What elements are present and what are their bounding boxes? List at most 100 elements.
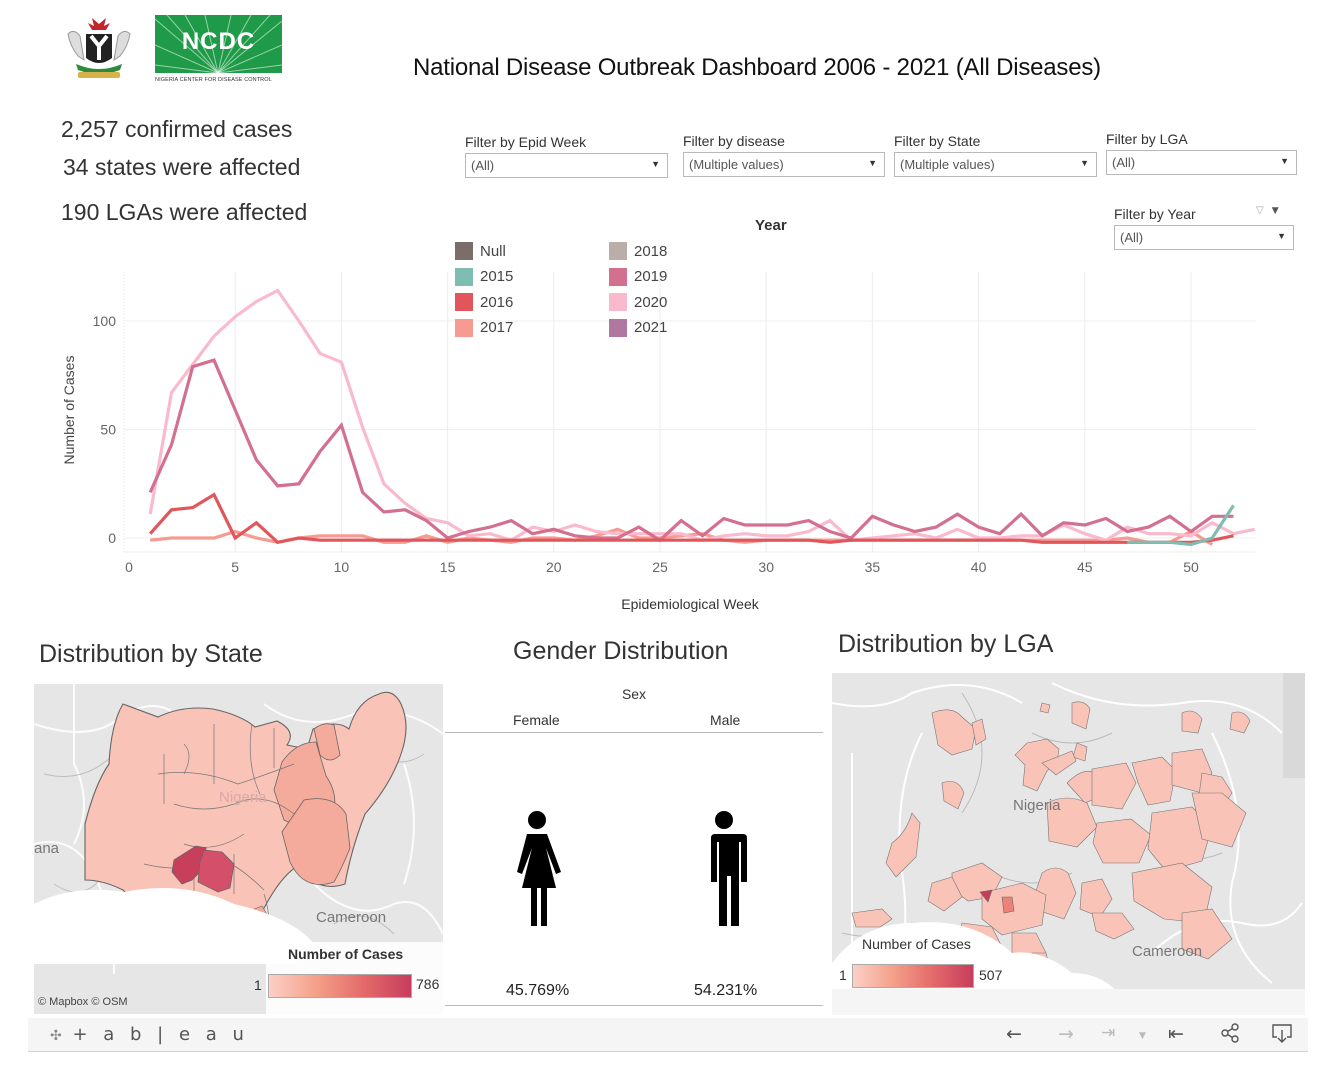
state-legend-max: 786 (416, 976, 440, 992)
revert-button[interactable]: ⇥ (1101, 1023, 1116, 1043)
state-legend-title: Number of Cases (288, 946, 404, 962)
map-attribution: © Mapbox © OSM (38, 996, 128, 1008)
male-percentage: 54.231% (694, 982, 758, 999)
caret-down-icon: ▼ (1277, 231, 1286, 241)
kpi-lgas-affected: 190 LGAs were affected (61, 199, 308, 225)
filter-epid-week-dropdown[interactable]: (All) ▼ (465, 153, 668, 178)
x-tick-label: 45 (1077, 559, 1093, 575)
filter-lga-dropdown[interactable]: (All) ▼ (1106, 150, 1297, 175)
share-button[interactable] (1220, 1023, 1240, 1048)
legend-label: Null (480, 242, 506, 260)
legend-item-2015[interactable]: 2015 (455, 267, 513, 286)
filter-year-controls: ▽ ▼ (1256, 205, 1279, 216)
funnel-icon[interactable]: ▽ (1256, 205, 1264, 216)
ncdc-logo: NCDC NIGERIA CENTER FOR DISEASE CONTROL (155, 15, 282, 85)
state-legend-min: 1 (254, 977, 262, 993)
tableau-logo-text: + a b | e a u (72, 1024, 249, 1045)
state-choropleth-map[interactable]: Nigeria Cameroon ana Number of Cases 1 7… (34, 684, 443, 1014)
legend-item-2016[interactable]: 2016 (455, 293, 513, 311)
series-line-2015[interactable] (1127, 504, 1235, 547)
filter-state: Filter by State (Multiple values) ▼ (894, 133, 1097, 177)
y-tick-label: 100 (93, 313, 117, 329)
male-column-header: Male (710, 712, 741, 728)
filter-disease-label: Filter by disease (683, 133, 785, 149)
legend-item-null[interactable]: Null (455, 242, 506, 260)
legend-label: 2017 (480, 319, 514, 336)
map-label-nigeria: Nigeria (1013, 797, 1061, 814)
x-tick-label: 20 (546, 559, 562, 575)
filter-disease: Filter by disease (Multiple values) ▼ (683, 133, 885, 177)
series-line-2016[interactable] (149, 492, 1234, 545)
filter-menu-caret-icon[interactable]: ▼ (1271, 206, 1279, 216)
header-divider (445, 732, 823, 733)
legend-label: 2020 (634, 293, 668, 311)
reset-button[interactable]: ⇤ (1168, 1023, 1184, 1045)
share-icon (1221, 1023, 1239, 1043)
filter-lga-value: (All) (1112, 155, 1136, 170)
legend-item-2018[interactable]: 2018 (609, 242, 667, 260)
female-column-header: Female (513, 712, 560, 728)
lga-choropleth-map[interactable]: Nigeria Cameroon Number of Cases 1 507 (832, 673, 1305, 1015)
caret-down-icon: ▼ (651, 159, 660, 169)
series-line-2020[interactable] (148, 288, 1256, 542)
caret-down-icon: ▼ (1280, 156, 1289, 166)
lga-map-title: Distribution by LGA (838, 630, 1054, 658)
filter-year: Filter by Year (All) ▼ (1114, 206, 1294, 250)
legend-label: 2018 (634, 242, 668, 260)
kpi-states-affected: 34 states were affected (63, 154, 301, 180)
footer-divider (445, 1005, 823, 1006)
filter-epid-week-value: (All) (471, 158, 495, 173)
caret-down-icon: ▼ (868, 158, 877, 168)
legend-swatch (455, 242, 473, 260)
tableau-toolbar: ✣ + a b | e a u ← → ⇥ ▼ ⇤ (28, 1018, 1308, 1052)
filter-epid-week: Filter by Epid Week (All) ▼ (465, 134, 668, 178)
filter-state-dropdown[interactable]: (Multiple values) ▼ (894, 152, 1097, 177)
legend-item-2017[interactable]: 2017 (455, 318, 514, 337)
x-tick-label: 5 (231, 559, 239, 575)
legend-swatch (609, 267, 627, 286)
coat-of-arms-logo (58, 14, 140, 86)
ncdc-logo-text: NCDC (181, 28, 256, 55)
legend-item-2020[interactable]: 2020 (609, 293, 667, 311)
download-icon (1272, 1024, 1292, 1043)
legend-item-2021[interactable]: 2021 (609, 318, 668, 337)
y-axis-label: Number of Cases (61, 356, 77, 465)
legend-swatch (609, 293, 627, 311)
x-tick-label: 40 (971, 559, 987, 575)
gender-title: Gender Distribution (513, 637, 729, 665)
revert-menu-caret-icon[interactable]: ▼ (1139, 1031, 1146, 1041)
line-chart: 0 5 10 15 20 25 30 35 40 45 50 0 50 100 Number of Cas… (61, 272, 1256, 612)
filter-year-dropdown[interactable]: (All) ▼ (1114, 225, 1294, 250)
lga-legend-title: Number of Cases (862, 936, 971, 952)
legend-label: 2021 (634, 319, 668, 336)
map-label-cameroon: Cameroon (1132, 943, 1203, 960)
filter-disease-dropdown[interactable]: (Multiple values) ▼ (683, 152, 885, 177)
filter-lga-label: Filter by LGA (1106, 131, 1188, 147)
state-map-legend: Number of Cases 1 786 (254, 942, 443, 1014)
state-legend-gradient (268, 974, 412, 998)
lga-map-scrollbar[interactable] (1283, 673, 1305, 778)
map-label-nigeria: Nigeria (219, 789, 267, 806)
undo-button[interactable]: ← (1006, 1023, 1022, 1045)
legend-label: 2019 (634, 268, 668, 285)
x-tick-label: 35 (865, 559, 881, 575)
x-tick-label: 25 (652, 559, 668, 575)
legend-item-2019[interactable]: 2019 (609, 267, 668, 286)
legend-title: Year (755, 217, 787, 234)
redo-button[interactable]: → (1058, 1023, 1074, 1045)
male-icon[interactable] (699, 810, 749, 932)
filter-epid-week-label: Filter by Epid Week (465, 134, 587, 150)
series-line-2019[interactable] (148, 358, 1234, 543)
caret-down-icon: ▼ (1080, 158, 1089, 168)
lga-legend-gradient (852, 964, 974, 988)
legend-swatch (455, 267, 473, 286)
tableau-logo[interactable]: ✣ + a b | e a u (50, 1024, 249, 1045)
female-icon[interactable] (511, 810, 565, 932)
filter-lga: Filter by LGA (All) ▼ (1106, 131, 1297, 175)
legend-swatch (455, 293, 473, 311)
filter-state-label: Filter by State (894, 133, 981, 149)
download-button[interactable] (1271, 1023, 1293, 1050)
kpi-confirmed-cases: 2,257 confirmed cases (61, 116, 293, 142)
lga-map-bottom-strip (832, 989, 1305, 1015)
lga-legend-min: 1 (839, 967, 847, 983)
